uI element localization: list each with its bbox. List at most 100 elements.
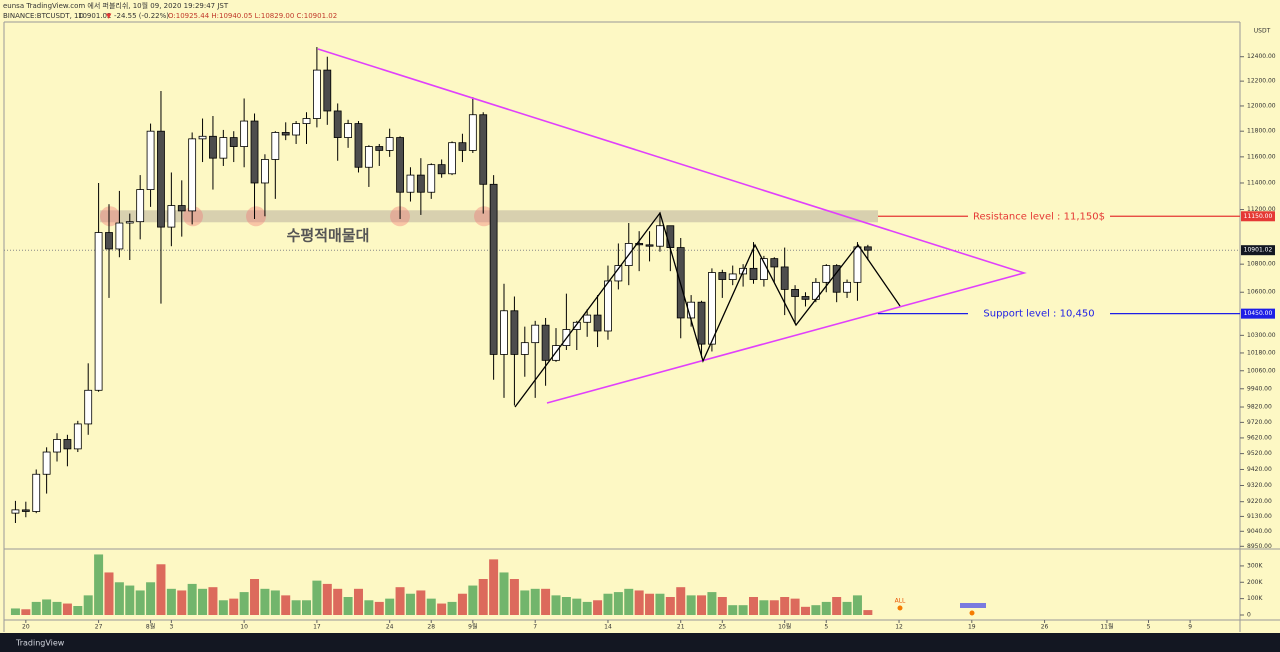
currency: USDT <box>1254 28 1271 35</box>
candle-body <box>853 246 862 283</box>
candle-body <box>333 110 342 138</box>
plot: 12400.00 12200.00 12000.00 11800.00 11600.00… <box>4 47 1276 631</box>
candle-body <box>177 205 186 212</box>
volume-bar <box>198 588 208 615</box>
candle-body <box>219 137 228 159</box>
candle-body <box>125 221 134 224</box>
volume-bar <box>676 587 686 615</box>
volume-bar <box>624 588 634 615</box>
volume-bar <box>94 554 104 615</box>
volume-bar <box>187 583 197 615</box>
candle-body <box>770 258 779 268</box>
volume-bar <box>333 588 343 615</box>
volume-bar <box>250 579 260 615</box>
volume-bar <box>156 564 166 615</box>
volume-bar <box>62 603 72 615</box>
header-arrow: ▼ <box>106 12 112 20</box>
volume-bar <box>489 559 499 615</box>
volume-bar <box>842 601 852 615</box>
volume-bar <box>686 595 696 615</box>
volume-bar <box>229 598 239 615</box>
volume-bar <box>218 600 228 615</box>
candle-body <box>84 389 93 425</box>
candle-body <box>718 272 727 280</box>
candle-body <box>780 266 789 290</box>
x-tick-label: 27 <box>95 624 103 631</box>
candle-body <box>354 123 363 168</box>
x-tick-label: 9 <box>1188 624 1192 631</box>
volume-bar <box>31 601 41 615</box>
zigzag <box>514 211 901 408</box>
candle-body <box>63 439 72 450</box>
event-dot[interactable] <box>969 610 975 616</box>
volume-bar <box>322 583 332 615</box>
candle-body <box>728 273 737 280</box>
candle-body <box>157 130 165 228</box>
touch-circle <box>183 206 203 227</box>
volume-bar <box>353 588 363 615</box>
x-tick-label: 26 <box>1041 624 1049 631</box>
marker-dot[interactable] <box>897 605 903 611</box>
volume-bar <box>146 582 156 615</box>
touch-circle <box>474 206 494 227</box>
candle-body <box>240 120 249 147</box>
volume-bar <box>551 595 561 615</box>
x-tick-label: 5 <box>1147 624 1151 631</box>
header-change: -24.55 (-0.22%) <box>114 12 169 20</box>
y-tick-label: 10180.00 <box>1247 349 1276 356</box>
candle-body <box>209 135 217 159</box>
candle-body <box>749 267 758 280</box>
volume-bar <box>135 590 145 615</box>
volume-bar <box>593 600 603 615</box>
candle-body <box>364 146 373 168</box>
x-tick-label: 28 <box>427 624 435 631</box>
candle-body <box>645 244 654 247</box>
volume-bar <box>707 592 717 615</box>
price-tag <box>1241 308 1275 319</box>
candle-body <box>271 132 280 160</box>
zone-label: 수평적매물대 <box>287 227 370 245</box>
candle-body <box>375 146 384 151</box>
candle-body <box>292 123 301 136</box>
x-tick-label: 7 <box>533 624 537 631</box>
candle-body <box>437 164 446 175</box>
y-tick-label: 10060.00 <box>1247 367 1276 374</box>
event-icon[interactable] <box>960 603 986 608</box>
volume-bar <box>749 597 759 615</box>
x-tick-label: 21 <box>677 624 685 631</box>
y-tick-label: 9820.00 <box>1247 404 1272 411</box>
candle-body <box>302 118 311 124</box>
candle-body <box>479 114 488 185</box>
candle-body <box>593 314 602 332</box>
candle-body <box>115 222 124 250</box>
y-tick-label: 8950.00 <box>1247 543 1272 550</box>
marker-label[interactable]: ALL <box>895 598 906 605</box>
volume-bar <box>717 597 727 615</box>
volume-bar <box>645 593 655 615</box>
volume-bar <box>291 600 301 615</box>
volume-bar <box>208 587 218 615</box>
candle-body <box>136 189 145 223</box>
volume-bar <box>343 597 353 615</box>
header-symbol: BINANCE:BTCUSDT, 1D <box>3 12 84 20</box>
y-tick-label: 9620.00 <box>1247 434 1272 441</box>
y-tick-label: 11600.00 <box>1247 153 1276 160</box>
x-tick-label: 24 <box>386 624 394 631</box>
touch-circle <box>246 206 266 227</box>
volume-tick-label: 0 <box>1247 612 1251 619</box>
candle-body <box>843 281 851 293</box>
candle-body <box>832 265 841 293</box>
candle-body <box>312 69 321 119</box>
candle-body <box>604 280 612 332</box>
x-tick-label: 19 <box>968 624 976 631</box>
volume-bar <box>790 598 800 615</box>
x-tick-label: 8월 <box>146 623 155 631</box>
candle-body <box>448 142 456 175</box>
x-tick-label: 10 <box>240 624 248 631</box>
x-tick-label: 10월 <box>778 623 791 631</box>
volume-bar <box>42 599 52 615</box>
price-tag <box>1241 245 1275 256</box>
y-tick-label: 11200.00 <box>1247 206 1276 213</box>
